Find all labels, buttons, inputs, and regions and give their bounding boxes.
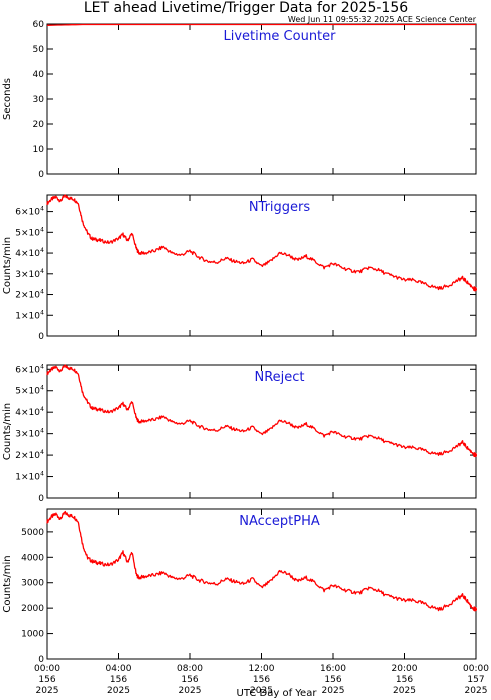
y-tick-label: 3×10 [15,270,40,280]
x-tick-label: 157 [467,675,484,685]
series-line [46,194,477,291]
y-tick-label: 40 [33,70,45,80]
y-tick-label: 4000 [21,553,44,563]
y-tick-label: 2×10 [15,451,40,461]
y-tick-label: 0 [38,332,44,342]
y-tick-mantissa: 4×10 [15,249,40,259]
x-tick-label: 2025 [322,686,345,696]
y-tick-mantissa: 4×10 [15,408,40,418]
y-tick-label: 3000 [21,579,44,589]
series-end-point [473,287,477,292]
panel-title: Livetime Counter [224,29,337,44]
x-tick-label: 156 [110,675,127,685]
y-tick-exponent: 4 [40,363,44,370]
x-tick-label: 08:00 [177,664,203,674]
y-tick-label: 10 [33,145,45,155]
y-tick-exponent: 4 [40,226,44,233]
y-axis-label: Seconds [2,78,13,120]
y-axis-label: Counts/min [2,237,13,294]
y-tick-label: 50 [33,45,45,55]
x-axis-label: UTC Day of Year [237,688,318,699]
y-tick-exponent: 4 [40,289,44,296]
y-tick-mantissa: 5×10 [15,228,40,238]
panel-title: NReject [254,370,304,385]
panel-title: NTriggers [249,200,311,215]
y-tick-label: 0 [38,655,44,665]
y-tick-label: 6×10 [15,208,40,218]
y-tick-mantissa: 1×10 [15,311,40,321]
y-tick-mantissa: 6×10 [15,365,40,375]
x-tick-label: 156 [181,675,198,685]
x-tick-label: 2025 [179,686,202,696]
series-end-point [473,453,477,458]
y-tick-label: 5×10 [15,228,40,238]
series-line [46,364,477,456]
x-tick-label: 16:00 [320,664,346,674]
y-tick-exponent: 4 [40,206,44,213]
y-tick-mantissa: 3×10 [15,270,40,280]
y-tick-exponent: 4 [40,428,44,435]
y-tick-exponent: 4 [40,309,44,316]
y-tick-exponent: 4 [40,406,44,413]
plot-frame [46,23,477,175]
panel-title: NAcceptPHA [239,514,320,529]
y-tick-label: 1×10 [15,473,40,483]
x-tick-label: 2025 [250,686,273,696]
y-tick-exponent: 4 [40,247,44,254]
series-line [46,23,476,26]
x-tick-label: 00:00 [463,664,489,674]
panel-4: NAcceptPHA Counts/min 0 1000 2000 3000 4000 500… [2,508,489,699]
y-tick-label: 1000 [21,630,44,640]
x-tick-label: 04:00 [106,664,132,674]
x-tick-label: 20:00 [392,664,418,674]
y-axis-label: Counts/min [2,555,13,612]
x-tick-label: 2025 [465,686,488,696]
timestamp: Wed Jun 11 09:55:32 2025 ACE Science Cen… [288,15,477,24]
y-tick-exponent: 4 [40,268,44,275]
figure-title: LET ahead Livetime/Trigger Data for 2025… [84,0,408,16]
y-tick-label: 60 [33,20,45,30]
y-tick-label: 2000 [21,604,44,614]
y-tick-mantissa: 2×10 [15,451,40,461]
y-tick-mantissa: 5×10 [15,387,40,397]
plot-frame [46,508,477,660]
y-tick-label: 3×10 [15,430,40,440]
y-tick-exponent: 4 [40,471,44,478]
y-tick-label: 4×10 [15,249,40,259]
y-tick-label: 0 [38,494,44,504]
y-tick-label: 5×10 [15,387,40,397]
y-tick-exponent: 4 [40,449,44,456]
y-tick-label: 4×10 [15,408,40,418]
x-tick-label: 00:00 [34,664,60,674]
panel-1: Livetime Counter Seconds 0 10 20 30 40 50 60 [2,20,477,180]
y-tick-label: 1×10 [15,311,40,321]
y-tick-mantissa: 6×10 [15,208,40,218]
y-tick-label: 6×10 [15,365,40,375]
series-end-point [473,607,477,612]
x-tick-label: 12:00 [249,664,275,674]
y-tick-exponent: 4 [40,385,44,392]
y-tick-label: 5000 [21,528,44,538]
series-line [46,510,477,612]
x-tick-label: 2025 [107,686,130,696]
panels: Livetime CounterSeconds0102030405060NTri… [2,20,489,699]
y-axis-label: Counts/min [2,403,13,460]
y-tick-mantissa: 1×10 [15,473,40,483]
y-tick-mantissa: 2×10 [15,291,40,301]
y-tick-label: 30 [33,95,45,105]
x-tick-label: 156 [324,675,341,685]
x-tick-label: 156 [396,675,413,685]
y-tick-label: 2×10 [15,291,40,301]
x-tick-label: 156 [38,675,55,685]
y-tick-label: 0 [38,170,44,180]
x-tick-label: 2025 [36,686,59,696]
x-tick-label: 2025 [393,686,416,696]
x-tick-label: 156 [253,675,270,685]
y-tick-label: 20 [33,120,45,130]
y-tick-mantissa: 3×10 [15,430,40,440]
